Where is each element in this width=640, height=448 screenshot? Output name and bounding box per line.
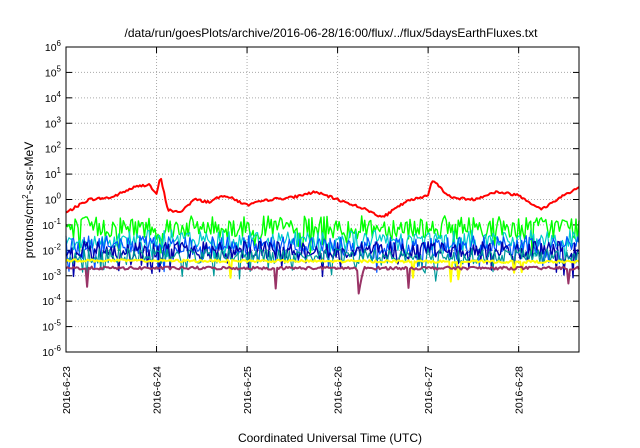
y-tick-exp: 3 <box>57 115 62 124</box>
series-line-0 <box>65 177 580 218</box>
series-line-6 <box>65 258 580 283</box>
y-tick-base: 10 <box>42 271 54 283</box>
y-tick-exp: -6 <box>54 344 62 353</box>
grid <box>65 46 579 353</box>
y-tick-label: 10-3 <box>42 268 61 283</box>
y-tick-base: 10 <box>45 144 57 156</box>
y-tick-base: 10 <box>45 195 57 207</box>
y-tick-base: 10 <box>45 93 57 105</box>
y-tick-exp: 5 <box>57 64 62 73</box>
y-tick-exp: 6 <box>57 39 62 48</box>
y-tick-exp: 4 <box>57 90 62 99</box>
y-tick-label: 104 <box>45 90 62 105</box>
series-line-7 <box>65 265 580 295</box>
chart-title: /data/run/goesPlots/archive/2016-06-28/1… <box>125 26 539 40</box>
series-group <box>65 177 580 295</box>
y-tick-label: 106 <box>45 39 62 54</box>
y-tick-base: 10 <box>42 322 54 334</box>
y-tick-base: 10 <box>42 220 54 232</box>
x-tick-label: 2016-6-27 <box>423 366 435 414</box>
y-axis-label: protons/cm2-s-sr-MeV <box>21 142 36 258</box>
y-tick-label: 10-1 <box>42 217 61 232</box>
x-tick-label: 2016-6-24 <box>152 366 164 414</box>
x-tick-labels: 2016-6-23 2016-6-24 2016-6-25 2016-6-26 2016… <box>61 366 526 414</box>
y-tick-label: 103 <box>45 115 62 130</box>
y-tick-exp: -3 <box>54 268 62 277</box>
series-line-4 <box>65 240 580 279</box>
series-line-2 <box>65 229 580 262</box>
y-tick-label: 10-6 <box>42 344 61 359</box>
y-tick-base: 10 <box>42 245 54 257</box>
y-tick-label: 100 <box>45 192 62 207</box>
y-tick-base: 10 <box>45 118 57 130</box>
y-tick-label: 10-2 <box>42 242 61 257</box>
x-tick-label: 2016-6-25 <box>242 366 254 414</box>
y-tick-base: 10 <box>45 169 57 181</box>
y-tick-exp: 1 <box>57 166 62 175</box>
y-tick-exp: -1 <box>54 217 62 226</box>
x-tick-label: 2016-6-26 <box>333 366 345 414</box>
y-axis-label-sup: 2 <box>21 194 30 199</box>
y-tick-label: 105 <box>45 64 62 79</box>
series-line-1 <box>65 215 580 256</box>
y-tick-exp: -5 <box>54 319 62 328</box>
y-tick-exp: 2 <box>57 141 62 150</box>
y-axis-label-base: protons/cm <box>22 199 36 258</box>
x-tick-label: 2016-6-23 <box>61 366 73 414</box>
y-tick-label: 102 <box>45 141 62 156</box>
series-line-3 <box>65 235 580 273</box>
y-tick-exp: 0 <box>57 192 62 201</box>
y-tick-label: 10-4 <box>42 293 61 308</box>
x-axis-label: Coordinated Universal Time (UTC) <box>238 431 422 445</box>
y-tick-base: 10 <box>42 296 54 308</box>
y-tick-exp: -4 <box>54 293 62 302</box>
y-tick-label: 10-5 <box>42 319 61 334</box>
y-tick-exp: -2 <box>54 242 62 251</box>
x-tick-label: 2016-6-28 <box>514 366 526 414</box>
y-tick-base: 10 <box>45 67 57 79</box>
y-tick-labels: 10-610-510-410-310-210-11001011021031041… <box>42 39 61 359</box>
y-tick-base: 10 <box>45 42 57 54</box>
y-axis-label-rest: -s-sr-MeV <box>22 142 36 195</box>
y-tick-label: 101 <box>45 166 62 181</box>
plot-frame <box>65 46 580 353</box>
y-tick-base: 10 <box>42 347 54 359</box>
